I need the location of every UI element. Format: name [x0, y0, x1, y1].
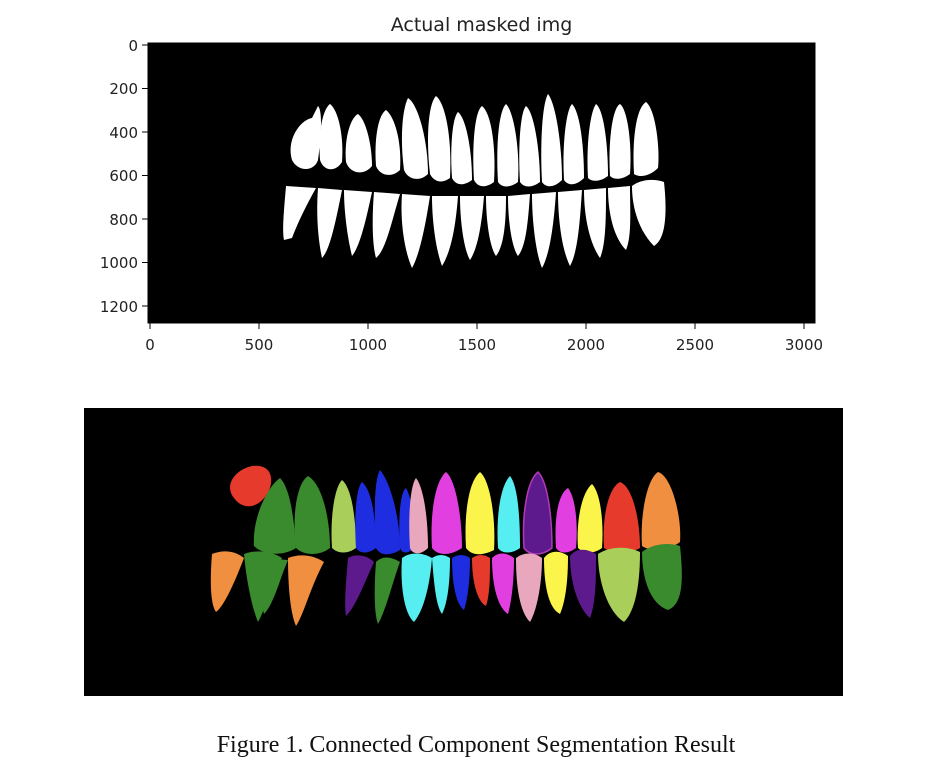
y-tick-label: 400: [109, 124, 138, 142]
figure-caption: Figure 1. Connected Component Segmentati…: [216, 732, 736, 758]
x-tick-label: 500: [245, 336, 274, 354]
y-tick-label: 200: [109, 80, 138, 98]
y-tick-labels: 0 200 400 600 800 1000 1200: [100, 37, 138, 316]
x-tick-label: 2000: [567, 336, 605, 354]
upper-teeth-components: [230, 465, 681, 555]
x-tick-label: 1000: [349, 336, 387, 354]
x-tick-label: 1500: [458, 336, 496, 354]
x-tick-label: 3000: [785, 336, 823, 354]
lower-teeth-mask: [283, 179, 666, 268]
y-tick-label: 0: [128, 37, 138, 55]
y-tick-label: 1000: [100, 254, 138, 272]
segmented-teeth: [210, 465, 682, 626]
y-axis: [142, 44, 148, 307]
lower-teeth-components: [210, 544, 682, 626]
y-tick-label: 800: [109, 211, 138, 229]
segmentation-result-image: [84, 408, 843, 696]
masked-image-plot: 0 200 400 600 800 1000 1200 0 500 1000 1…: [100, 37, 823, 354]
x-tick-labels: 0 500 1000 1500 2000 2500 3000: [145, 336, 823, 354]
upper-teeth-mask: [290, 94, 659, 187]
y-tick-label: 600: [109, 167, 138, 185]
plot-title: Actual masked img: [390, 14, 573, 36]
x-tick-label: 0: [145, 336, 155, 354]
x-tick-label: 2500: [676, 336, 714, 354]
y-tick-label: 1200: [100, 298, 138, 316]
x-axis: [149, 323, 805, 329]
